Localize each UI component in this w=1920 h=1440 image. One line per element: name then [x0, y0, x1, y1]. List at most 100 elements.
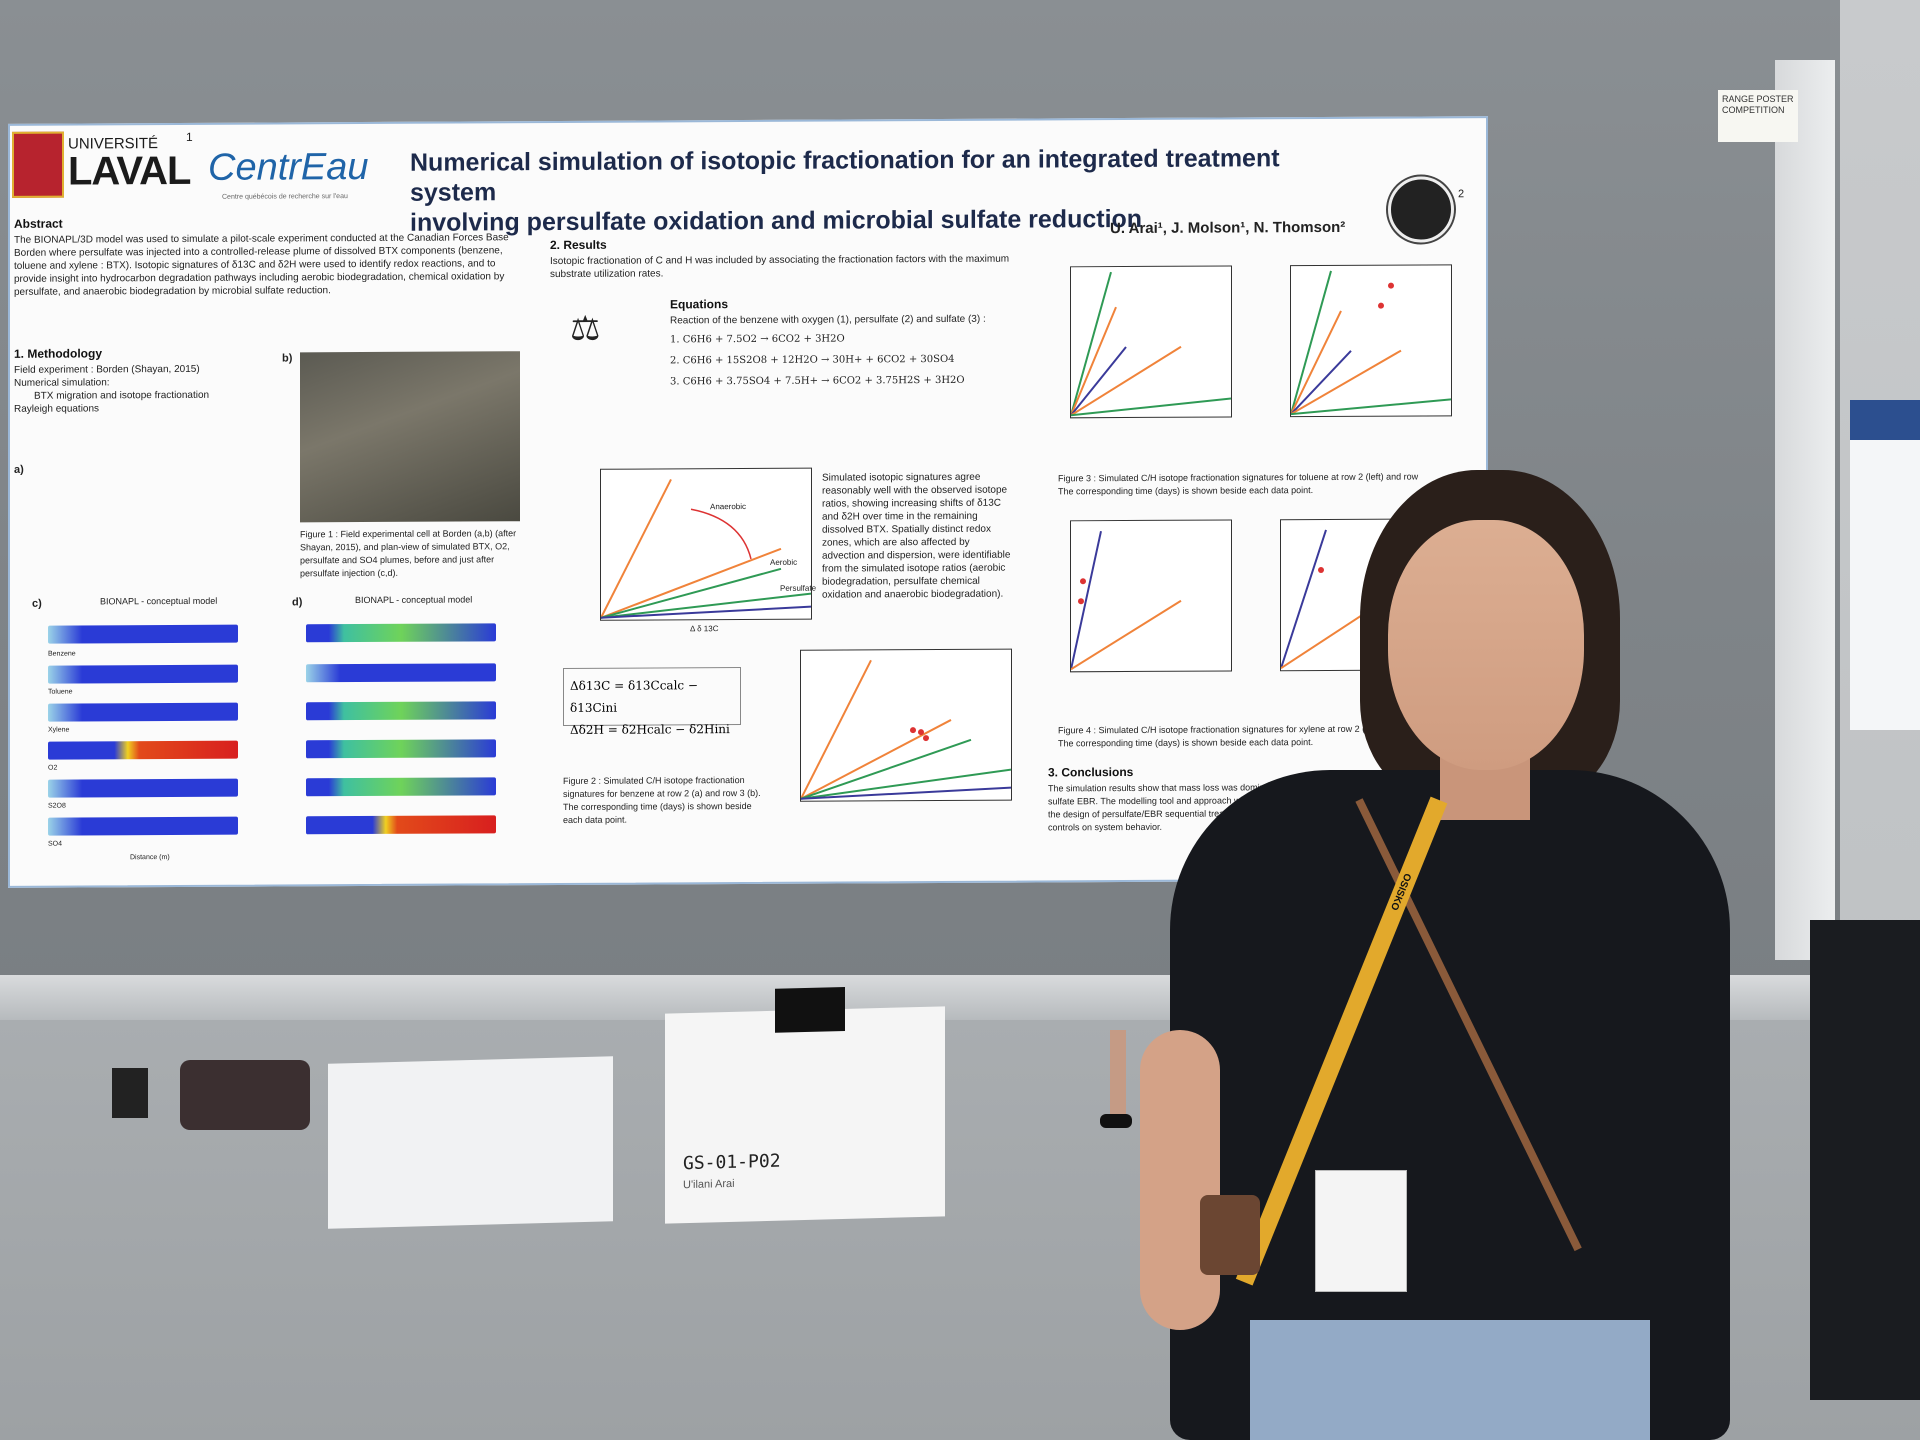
figure4-left-chart — [1070, 519, 1232, 673]
plume-so4-d — [306, 815, 496, 835]
aerobic-line — [1291, 398, 1451, 416]
jeans — [1250, 1320, 1650, 1440]
plume-label: Benzene — [48, 650, 76, 658]
formula-carbon: Δδ13C = δ13Ccalc − δ13Cini — [570, 678, 699, 715]
panel-c-label: c) — [32, 597, 42, 610]
persulfate-line — [1071, 530, 1102, 670]
aerobic-line — [1071, 397, 1231, 417]
centreau-subtitle: Centre québécois de recherche sur l'eau — [222, 193, 348, 201]
field-photo — [300, 351, 520, 523]
aerobic-line — [1071, 271, 1112, 416]
plume-label: O2 — [48, 764, 58, 772]
anaerobic-line — [801, 659, 872, 800]
plume-benzene-c — [48, 624, 238, 644]
panel-b-label: b) — [282, 352, 293, 365]
panel-a-label: a) — [14, 463, 24, 476]
formula-hydrogen: Δδ2H = δ2Hcalc − δ2Hini — [570, 722, 730, 737]
affiliation-1: 1 — [186, 129, 193, 144]
poster-code: GS-01-P02 — [683, 1150, 781, 1175]
anaerobic-line — [1071, 306, 1117, 416]
plume-label: S2O8 — [48, 802, 66, 810]
anaerobic-line — [1291, 349, 1402, 416]
figure1-caption: Figure 1 : Field experimental cell at Bo… — [300, 528, 517, 579]
floor-bag — [180, 1060, 310, 1130]
figure3-right-chart — [1290, 264, 1452, 418]
anaerobic-line — [601, 547, 782, 619]
plume-o2-c — [48, 740, 238, 760]
data-point — [1080, 578, 1086, 585]
plume-xylene-d — [306, 701, 496, 721]
panel-d-label: d) — [292, 596, 303, 609]
plume-so4-c — [48, 816, 238, 836]
figure3-left-svg — [1071, 271, 1231, 417]
blank-card — [328, 1056, 613, 1229]
affiliation-2: 2 — [1458, 188, 1465, 201]
equation-2: 2. C6H6 + 15S2O8 + 12H2O → 30H+ + 6CO2 +… — [670, 353, 955, 367]
plume-s2o8-c — [48, 778, 238, 798]
equation-1: 1. C6H6 + 7.5O2 → 6CO2 + 3H2O — [670, 333, 845, 346]
balance-scale-icon: ⚖ — [570, 309, 601, 348]
anaerobic-line — [601, 478, 672, 619]
poster-number-card: GS-01-P02 U'ilani Arai — [665, 986, 945, 1224]
competition-note: RANGE POSTER COMPETITION — [1718, 90, 1798, 142]
anaerobic-line — [1071, 345, 1182, 417]
figure2b-chart — [800, 648, 1012, 802]
aerobic-line — [601, 592, 811, 619]
figure2b-svg — [801, 659, 1011, 800]
methodology-section: 1. Methodology Field experiment : Borden… — [14, 346, 284, 415]
persulfate-line — [1281, 529, 1327, 669]
centreau-logo: CentrEau — [208, 145, 369, 189]
aerobic-line — [1291, 270, 1332, 415]
equations-section: Equations Reaction of the benzene with o… — [670, 297, 1030, 389]
presenter-name: U'ilani Arai — [683, 1177, 735, 1192]
plume-benzene-d — [306, 623, 496, 643]
persulfate-line — [801, 786, 1011, 800]
persulfate-line — [601, 605, 811, 619]
distance-label: Distance (m) — [130, 854, 170, 862]
plume-o2-d — [306, 739, 496, 759]
data-point — [1078, 598, 1084, 605]
figure2a-chart — [600, 467, 812, 621]
plume-label: SO4 — [48, 840, 63, 848]
plume-toluene-d — [306, 663, 496, 683]
shoulder-bag — [1200, 1195, 1260, 1275]
aerobic-line — [801, 768, 1011, 800]
presenter: OSISKO — [1140, 470, 1780, 1440]
data-point — [923, 735, 929, 742]
research-poster: UNIVERSITÉ LAVAL 1 CentrEau Centre québé… — [8, 116, 1488, 888]
formula-box: Δδ13C = δ13Ccalc − δ13Cini Δδ2H = δ2Hcal… — [563, 667, 741, 737]
anaerobic-line — [801, 719, 952, 800]
anaerobic-line — [1291, 310, 1342, 415]
figure3-left-chart — [1070, 265, 1232, 419]
neighbor-poster — [1850, 400, 1920, 730]
data-point — [910, 727, 916, 734]
data-point — [1318, 566, 1324, 573]
chair — [1810, 920, 1920, 1400]
data-point — [1388, 282, 1394, 289]
abstract-section: Abstract The BIONAPL/3D model was used t… — [14, 216, 509, 298]
chart-label-anaerobic: Anaerobic — [710, 502, 747, 512]
results-section: 2. Results Isotopic fractionation of C a… — [550, 237, 1010, 281]
aerobic-line — [801, 738, 972, 800]
face — [1388, 520, 1584, 770]
panel-c-title: BIONAPL - conceptual model — [100, 595, 218, 607]
figure2a-svg — [601, 478, 811, 619]
figure4-left-svg — [1071, 530, 1182, 671]
name-badge — [1315, 1170, 1407, 1292]
bottle — [112, 1068, 148, 1118]
board-frame — [1775, 60, 1835, 960]
waterloo-seal-icon — [1388, 176, 1454, 243]
anaerobic-arrow — [690, 508, 752, 560]
plume-label: Xylene — [48, 726, 70, 734]
persulfate-line — [1291, 350, 1352, 415]
data-point — [918, 729, 924, 736]
binder-clip — [775, 986, 845, 1033]
anaerobic-line — [1071, 599, 1182, 671]
persulfate-line — [1071, 346, 1127, 416]
poster-authors: U. Arai¹, J. Molson¹, N. Thomson² — [1110, 218, 1346, 238]
laval-logo: UNIVERSITÉ LAVAL — [68, 135, 191, 194]
chart-xlabel: Δ δ 13C — [690, 624, 719, 634]
arm — [1140, 1030, 1220, 1330]
method-item: Rayleigh equations — [14, 403, 100, 415]
data-point — [1378, 302, 1384, 309]
